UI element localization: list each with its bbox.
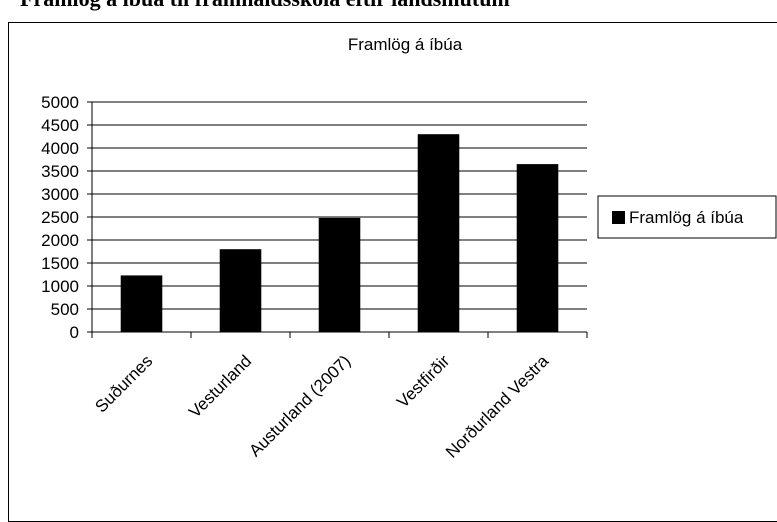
x-tick-label: Vesturland bbox=[185, 351, 255, 421]
y-tick-label: 1500 bbox=[41, 254, 79, 273]
chart-frame bbox=[8, 22, 777, 522]
x-tick-label: Austurland (2007) bbox=[245, 351, 354, 460]
bars bbox=[120, 134, 559, 332]
bar-chart: Framlög á íbúa 0 500 1000 1500 2000 2500 3000 3… bbox=[41, 35, 777, 462]
legend-swatch bbox=[612, 211, 625, 224]
legend-box bbox=[597, 195, 777, 239]
x-tick-label: Vestfirðir bbox=[393, 351, 453, 411]
bar-4 bbox=[417, 134, 460, 332]
y-tick-label: 3500 bbox=[41, 162, 79, 181]
legend: Framlög á íbúa bbox=[597, 195, 777, 239]
y-tick-label: 5000 bbox=[41, 93, 79, 112]
chart-title: Framlög á íbúa bbox=[348, 35, 463, 54]
bar-1 bbox=[120, 275, 163, 332]
x-tick-label: Norðurland Vestra bbox=[442, 351, 553, 462]
bar-3 bbox=[318, 217, 361, 332]
y-tick-label: 1000 bbox=[41, 277, 79, 296]
bar-2 bbox=[219, 249, 262, 332]
y-tick-label: 2000 bbox=[41, 231, 79, 250]
gridlines bbox=[87, 101, 587, 333]
y-tick-label: 3000 bbox=[41, 185, 79, 204]
page-heading: Framlög á íbúa til framhaldsskóla eftir … bbox=[20, 0, 510, 12]
y-tick-label: 4500 bbox=[41, 116, 79, 135]
y-tick-label: 0 bbox=[70, 323, 79, 342]
bar-5 bbox=[516, 164, 559, 332]
legend-label: Framlög á íbúa bbox=[629, 208, 744, 227]
y-tick-label: 2500 bbox=[41, 208, 79, 227]
y-tick-label: 4000 bbox=[41, 139, 79, 158]
x-tick-label: Suðurnes bbox=[91, 351, 156, 416]
y-tick-label: 500 bbox=[51, 300, 79, 319]
axes bbox=[91, 102, 588, 338]
y-tick-labels: 0 500 1000 1500 2000 2500 3000 3500 4000 4500 5000 bbox=[41, 93, 79, 342]
